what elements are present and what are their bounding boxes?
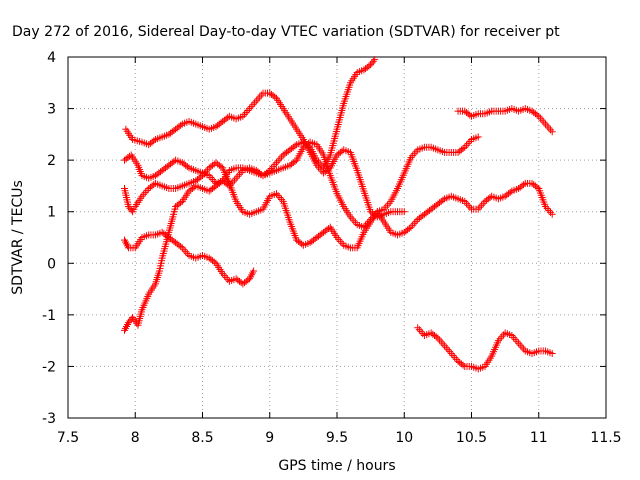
data-point-s3 xyxy=(548,210,556,218)
data-point-s2 xyxy=(474,133,482,141)
x-tick-label: 10.5 xyxy=(456,430,487,446)
data-point-s3 xyxy=(506,188,514,196)
data-point-s3 xyxy=(533,183,541,191)
y-tick-label: 1 xyxy=(47,205,56,221)
data-point-s5 xyxy=(264,168,272,176)
x-tick-label: 11 xyxy=(530,430,548,446)
x-tick-label: 8 xyxy=(131,430,140,446)
x-tick-label: 8.5 xyxy=(191,430,213,446)
y-tick-label: -1 xyxy=(42,308,56,324)
data-point-s1 xyxy=(150,137,158,145)
data-point-s5 xyxy=(369,57,377,65)
data-point-s1 xyxy=(400,208,408,216)
data-point-s2 xyxy=(183,163,191,171)
y-tick-label: 4 xyxy=(47,50,56,66)
y-tick-label: 0 xyxy=(47,256,56,272)
data-point-s6 xyxy=(459,361,467,369)
x-tick-label: 10 xyxy=(395,430,413,446)
data-point-s3 xyxy=(325,224,333,232)
plot-frame xyxy=(67,56,607,419)
data-point-s5 xyxy=(365,62,373,70)
data-point-s2 xyxy=(126,152,134,160)
y-tick-label: 2 xyxy=(47,153,56,169)
data-point-s6 xyxy=(432,333,440,341)
data-point-s2 xyxy=(459,145,467,153)
data-point-s7 xyxy=(533,111,541,119)
data-point-s5 xyxy=(371,56,379,64)
data-point-s3 xyxy=(197,173,205,181)
data-point-s3 xyxy=(405,224,413,232)
chart-title: Day 272 of 2016, Sidereal Day-to-day VTE… xyxy=(12,24,560,40)
data-point-s4 xyxy=(250,267,258,275)
y-axis-label: SDTVAR / TECUs xyxy=(10,180,26,295)
y-tick-label: -3 xyxy=(42,411,56,427)
data-point-s4 xyxy=(210,258,218,266)
data-point-s5 xyxy=(177,199,185,207)
data-point-s5 xyxy=(291,142,299,150)
x-tick-label: 9 xyxy=(265,430,274,446)
data-point-s7 xyxy=(548,128,556,136)
data-point-s5 xyxy=(224,181,232,189)
x-axis-label: GPS time / hours xyxy=(278,458,395,474)
data-point-s1 xyxy=(271,93,279,101)
data-point-s6 xyxy=(548,350,556,358)
y-tick-labels: -3 -2 -1 0 1 2 3 4 xyxy=(42,50,56,427)
x-tick-label: 9.5 xyxy=(326,430,348,446)
data-point-s1 xyxy=(177,121,185,129)
x-tick-label: 7.5 xyxy=(57,430,79,446)
data-points xyxy=(120,56,556,373)
data-point-s3 xyxy=(439,196,447,204)
x-tick-label: 11.5 xyxy=(590,430,621,446)
y-tick-label: 3 xyxy=(47,102,56,118)
y-tick-label: -2 xyxy=(42,359,56,375)
x-tick-labels: 7.5 8 8.5 9 9.5 10 10.5 11 11.5 xyxy=(57,430,622,446)
data-point-s3 xyxy=(520,181,528,189)
data-point-s4 xyxy=(177,243,185,251)
